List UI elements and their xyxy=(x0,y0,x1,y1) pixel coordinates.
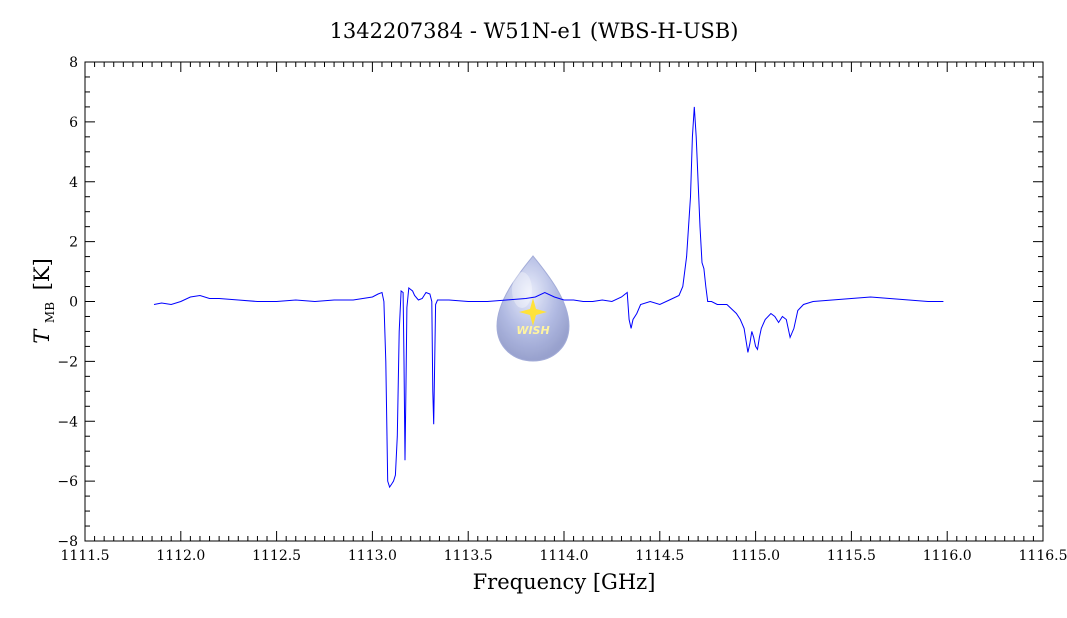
y-tick-label: 2 xyxy=(69,235,78,251)
y-tick-label: 4 xyxy=(69,175,78,191)
y-tick-labels: −8 −6 −4 −2 0 2 4 6 8 xyxy=(57,55,78,550)
star-icon xyxy=(519,298,547,326)
x-tick-label: 1113.0 xyxy=(348,548,397,564)
y-axis-label: T MB [K] xyxy=(30,258,59,344)
svg-text:T MB [K]: T MB [K] xyxy=(30,258,59,344)
x-axis-label: Frequency [GHz] xyxy=(473,570,656,594)
y-axis-label-main: T xyxy=(30,328,54,344)
y-tick-label: 6 xyxy=(69,115,78,131)
x-tick-label: 1116.0 xyxy=(923,548,972,564)
y-tick-label: −4 xyxy=(57,414,78,430)
axis-ticks xyxy=(84,61,1044,542)
series-line xyxy=(153,106,944,489)
x-tick-label: 1113.5 xyxy=(444,548,493,564)
logo-text: WISH xyxy=(516,324,549,337)
y-tick-label: 8 xyxy=(69,55,78,71)
y-axis-label-sub: MB xyxy=(43,302,57,323)
wish-logo: WISH xyxy=(496,255,570,362)
y-axis-label-unit: [K] xyxy=(30,258,54,290)
y-tick-label: −2 xyxy=(57,354,78,370)
y-tick-label: −6 xyxy=(57,474,78,490)
y-tick-label: 0 xyxy=(69,295,78,311)
x-tick-label: 1111.5 xyxy=(61,548,110,564)
chart-title: 1342207384 - W51N-e1 (WBS-H-USB) xyxy=(330,19,739,43)
x-tick-label: 1116.5 xyxy=(1019,548,1067,564)
x-tick-label: 1115.5 xyxy=(827,548,876,564)
plot-frame xyxy=(84,61,1044,542)
x-tick-label: 1114.0 xyxy=(540,548,589,564)
y-tick-label: −8 xyxy=(57,534,78,550)
x-tick-label: 1112.5 xyxy=(252,548,301,564)
x-tick-label: 1115.0 xyxy=(731,548,780,564)
x-tick-labels: 1111.5 1112.0 1112.5 1113.0 1113.5 1114.0 1114… xyxy=(61,548,1067,564)
x-tick-label: 1112.0 xyxy=(156,548,205,564)
x-tick-label: 1114.5 xyxy=(635,548,684,564)
